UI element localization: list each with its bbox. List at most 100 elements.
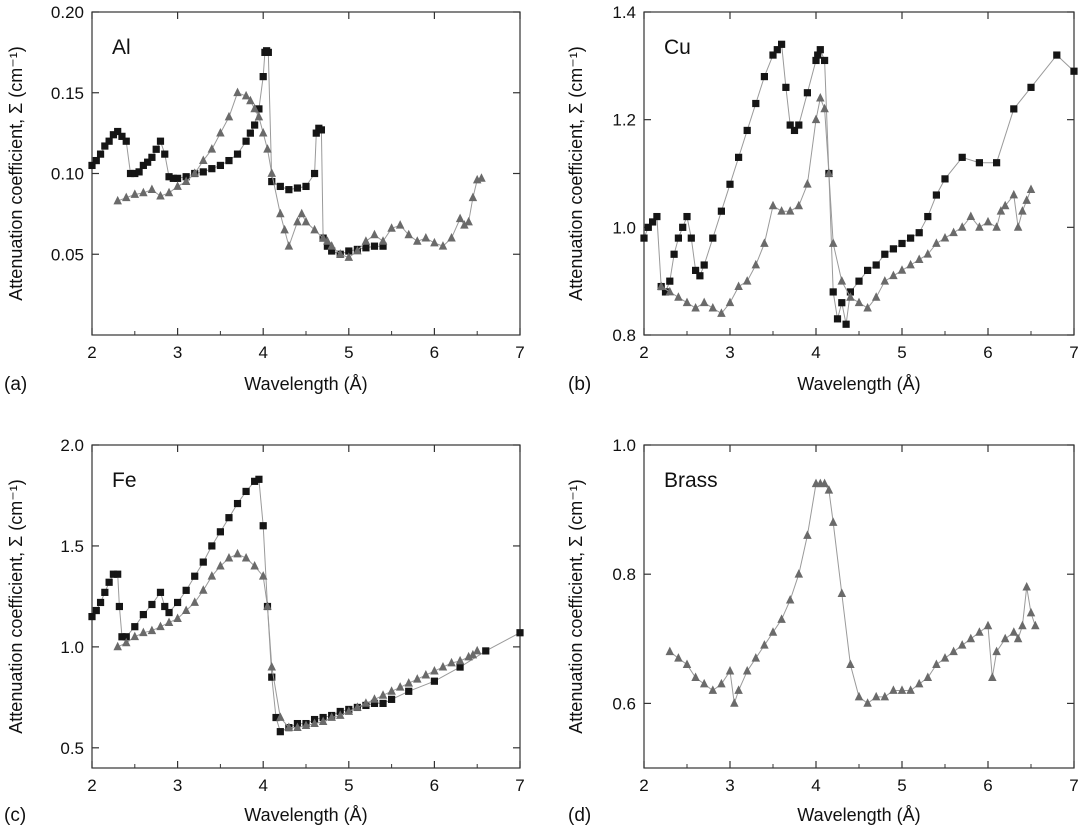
series-triangle xyxy=(656,93,1036,317)
data-point-square xyxy=(345,247,353,255)
data-point-square xyxy=(907,234,915,242)
data-point-triangle xyxy=(130,189,140,198)
data-point-triangle xyxy=(361,698,371,707)
data-point-square xyxy=(259,73,267,81)
data-point-triangle xyxy=(880,276,890,285)
data-point-triangle xyxy=(276,712,285,721)
chart-panel-2: 2 3 4 5 6 7 0.8 1.0 1.2 1.4 Wavelength (Å) Attenuat… xyxy=(566,3,1079,395)
data-point-square xyxy=(881,250,889,258)
data-point-triangle xyxy=(940,233,950,242)
data-point-triangle xyxy=(794,569,804,578)
data-point-square xyxy=(302,182,310,191)
data-point-square xyxy=(114,570,122,578)
data-point-square xyxy=(139,161,147,170)
data-point-square xyxy=(216,528,224,536)
data-point-triangle xyxy=(147,184,157,194)
data-point-triangle xyxy=(284,722,294,732)
data-point-square xyxy=(379,242,387,250)
panel-letter: (a) xyxy=(4,374,27,395)
data-point-triangle xyxy=(983,620,993,630)
data-point-triangle xyxy=(387,223,396,232)
data-point-square xyxy=(717,207,725,215)
x-tick-label: 2 xyxy=(87,343,96,362)
data-point-triangle xyxy=(824,485,834,494)
data-point-triangle xyxy=(258,571,268,580)
data-point-triangle xyxy=(897,685,907,694)
x-tick-label: 3 xyxy=(725,343,734,362)
data-point-square xyxy=(156,137,165,145)
y-tick-label: 0.5 xyxy=(60,739,84,758)
data-point-square xyxy=(795,121,803,129)
data-point-triangle xyxy=(121,637,131,647)
data-point-square xyxy=(144,158,152,166)
data-point-square xyxy=(975,159,983,167)
data-point-square xyxy=(898,239,906,248)
data-point-triangle xyxy=(897,265,907,274)
data-point-triangle xyxy=(975,627,984,636)
data-point-triangle xyxy=(674,653,683,662)
x-tick-label: 4 xyxy=(811,776,820,795)
data-point-triangle xyxy=(828,517,838,526)
data-point-triangle xyxy=(190,168,199,177)
y-tick-label: 2.0 xyxy=(60,436,84,455)
data-point-triangle xyxy=(1022,582,1031,591)
data-point-triangle xyxy=(310,224,319,234)
data-point-triangle xyxy=(344,252,354,261)
data-point-triangle xyxy=(1013,633,1023,643)
x-tick-label: 4 xyxy=(258,343,267,362)
data-point-triangle xyxy=(335,710,345,719)
data-point-triangle xyxy=(751,653,761,662)
data-point-triangle xyxy=(164,617,174,627)
data-point-square xyxy=(255,105,263,113)
data-point-square xyxy=(251,121,259,129)
data-point-triangle xyxy=(301,216,311,226)
data-point-triangle xyxy=(914,678,924,688)
data-point-square xyxy=(114,127,122,136)
y-tick-label: 0.10 xyxy=(51,165,84,184)
data-point-triangle xyxy=(768,200,778,210)
data-point-triangle xyxy=(699,297,709,307)
x-tick-label: 3 xyxy=(173,776,182,795)
data-point-triangle xyxy=(421,670,431,679)
data-point-square xyxy=(773,46,781,54)
data-point-triangle xyxy=(181,605,191,614)
data-point-square xyxy=(92,606,100,615)
y-tick-label: 1.0 xyxy=(612,436,636,455)
data-point-square xyxy=(683,212,691,221)
data-point-triangle xyxy=(656,281,666,290)
data-point-triangle xyxy=(803,530,812,539)
data-point-square xyxy=(323,242,331,250)
data-point-square xyxy=(105,137,113,145)
data-point-square xyxy=(812,56,820,65)
y-axis-title: Attenuation coefficient, Σ (cm⁻¹) xyxy=(6,46,26,300)
data-point-triangle xyxy=(1018,620,1027,630)
data-point-triangle xyxy=(447,233,456,242)
data-point-square xyxy=(833,315,842,323)
data-point-triangle xyxy=(751,259,761,269)
data-point-triangle xyxy=(156,621,165,631)
y-tick-label: 0.15 xyxy=(51,84,84,103)
data-point-triangle xyxy=(785,206,795,215)
data-point-triangle xyxy=(361,236,371,245)
x-axis-title: Wavelength (Å) xyxy=(797,374,920,394)
x-tick-label: 5 xyxy=(897,343,906,362)
data-point-triangle xyxy=(121,192,131,202)
data-point-triangle xyxy=(438,241,448,250)
data-point-square xyxy=(118,633,126,641)
data-point-triangle xyxy=(413,674,422,683)
data-point-triangle xyxy=(975,222,984,231)
data-point-triangle xyxy=(297,208,306,218)
data-point-square xyxy=(362,244,370,252)
data-point-square xyxy=(456,663,464,671)
data-point-square xyxy=(430,677,438,685)
data-point-triangle xyxy=(794,200,804,210)
data-point-square xyxy=(821,56,829,65)
data-point-square xyxy=(268,673,276,681)
data-point-square xyxy=(165,173,173,181)
x-tick-label: 7 xyxy=(1069,343,1078,362)
data-point-triangle xyxy=(404,678,413,687)
data-point-triangle xyxy=(906,259,915,269)
data-point-square xyxy=(855,277,863,285)
material-label: Al xyxy=(112,36,131,59)
data-point-triangle xyxy=(949,646,958,656)
